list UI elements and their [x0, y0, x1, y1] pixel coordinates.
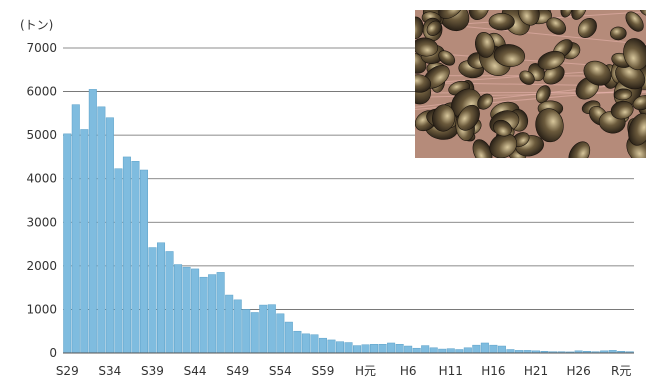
x-tick-label: S49 — [226, 364, 249, 378]
bar — [250, 312, 259, 354]
bar — [259, 304, 268, 354]
bar — [174, 264, 183, 354]
bar — [157, 242, 166, 354]
bar — [276, 313, 285, 354]
bar — [301, 333, 310, 354]
bar — [148, 247, 157, 354]
y-tick-label: 4000 — [26, 172, 57, 186]
y-tick-label: 5000 — [26, 128, 57, 142]
bar — [387, 342, 396, 354]
bar — [199, 276, 208, 354]
y-tick-label: 1000 — [26, 302, 57, 316]
bar — [208, 274, 217, 354]
bar — [353, 345, 362, 354]
bar — [165, 251, 174, 354]
bar — [472, 344, 481, 354]
bar — [421, 345, 430, 354]
y-tick-label: 0 — [49, 346, 57, 360]
bar — [105, 117, 114, 354]
bar — [497, 345, 506, 354]
bar — [344, 342, 353, 354]
bar — [63, 133, 72, 354]
x-tick-label: S39 — [141, 364, 164, 378]
bar — [412, 347, 421, 354]
x-tick-label: H元 — [355, 364, 376, 378]
bar — [438, 348, 447, 354]
bar — [361, 344, 370, 354]
bar — [370, 344, 379, 354]
x-tick-label: S44 — [184, 364, 207, 378]
bar — [480, 342, 489, 354]
bar — [97, 106, 106, 354]
bar — [327, 339, 336, 354]
bar — [242, 309, 251, 354]
bar — [182, 266, 191, 354]
bar — [335, 341, 344, 354]
x-tick-label: S29 — [56, 364, 79, 378]
bar — [489, 344, 498, 354]
bar — [267, 304, 276, 354]
x-tick-label: H26 — [566, 364, 590, 378]
bar — [71, 104, 80, 354]
bar — [463, 347, 472, 354]
bar — [233, 299, 242, 354]
x-tick-label: S59 — [311, 364, 334, 378]
bar — [139, 169, 148, 354]
bar — [131, 161, 140, 354]
bar — [506, 349, 515, 354]
x-tick-label: H11 — [439, 364, 463, 378]
bar — [404, 345, 413, 354]
bar — [310, 334, 319, 354]
y-tick-label: 6000 — [26, 85, 57, 99]
bar — [395, 344, 404, 354]
x-tick-label: S54 — [269, 364, 292, 378]
x-tick-label: S34 — [98, 364, 121, 378]
x-tick-label: H16 — [481, 364, 505, 378]
bar — [284, 321, 293, 354]
bar — [429, 347, 438, 354]
x-tick-label: H21 — [524, 364, 548, 378]
x-axis-ticks: S29 S34 S39 S44 S49 S54 S59 H元 H6 H11 H16 H21 H26 R元 — [56, 364, 632, 378]
x-tick-label: R元 — [611, 364, 631, 378]
bar — [216, 272, 225, 354]
y-axis-unit-label: (トン) — [20, 18, 53, 32]
bar — [88, 89, 97, 354]
x-tick-label: H6 — [400, 364, 417, 378]
bar — [80, 129, 89, 354]
y-tick-label: 7000 — [26, 41, 57, 55]
clam-shells-photo — [415, 10, 646, 158]
y-tick-label: 2000 — [26, 259, 57, 273]
bar — [191, 268, 200, 354]
bar — [446, 348, 455, 354]
bar — [318, 337, 327, 354]
bar — [122, 156, 131, 354]
bar — [225, 294, 234, 354]
bar-series — [63, 89, 634, 354]
bar — [293, 330, 302, 354]
bar — [378, 344, 387, 354]
bar — [455, 349, 464, 354]
y-axis-ticks: 0 1000 2000 3000 4000 5000 6000 7000 — [26, 41, 57, 360]
bar — [114, 168, 123, 354]
y-tick-label: 3000 — [26, 215, 57, 229]
